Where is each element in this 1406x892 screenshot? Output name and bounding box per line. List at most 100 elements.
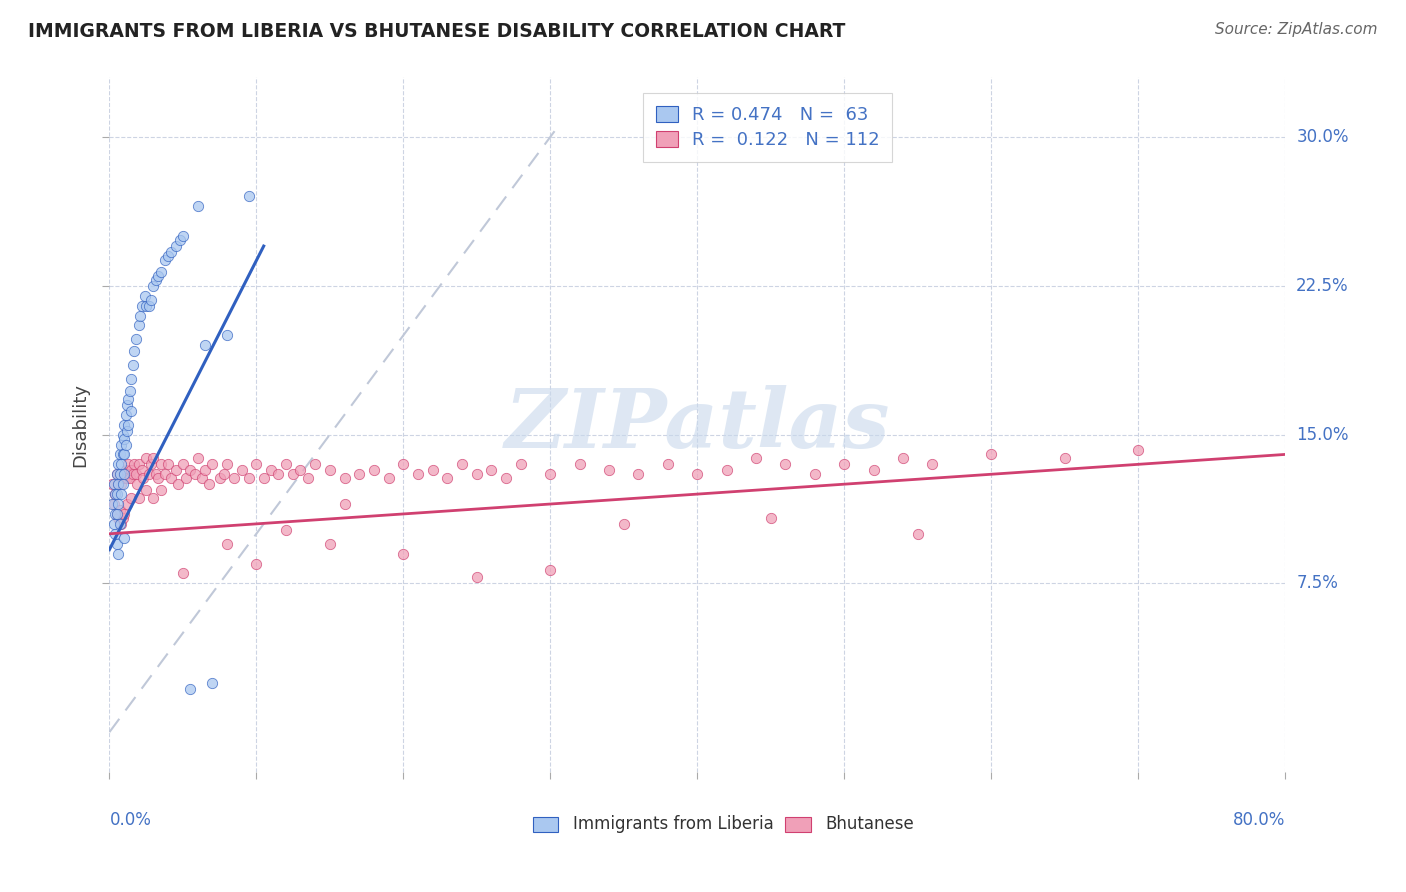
Point [436, 471, 458, 485]
Point [115, 424, 138, 438]
Point [406, 467, 429, 482]
Point [157, 249, 180, 263]
Point [155, 252, 177, 267]
Point [111, 511, 134, 525]
Point [115, 471, 138, 485]
Point [319, 537, 342, 551]
Point [267, 467, 290, 482]
Point [112, 417, 135, 432]
Point [215, 537, 238, 551]
Point [333, 497, 356, 511]
Point [112, 467, 135, 482]
Point [745, 451, 768, 466]
Point [538, 562, 561, 576]
Point [804, 467, 827, 482]
Point [716, 463, 738, 477]
Point [110, 477, 132, 491]
Point [172, 566, 194, 581]
Point [215, 458, 238, 472]
Point [128, 318, 150, 333]
Point [125, 332, 148, 346]
Point [135, 483, 157, 497]
Point [117, 392, 139, 406]
Point [115, 497, 138, 511]
Point [377, 471, 399, 485]
Point [111, 427, 134, 442]
Legend: R = 0.474   N =  63, R =  0.122   N = 112: R = 0.474 N = 63, R = 0.122 N = 112 [644, 94, 893, 161]
Point [101, 497, 124, 511]
Point [363, 463, 385, 477]
Point [657, 458, 679, 472]
Point [112, 531, 135, 545]
Point [107, 511, 129, 525]
Point [832, 458, 855, 472]
Point [108, 467, 131, 482]
Point [290, 463, 312, 477]
Point [128, 458, 150, 472]
Point [274, 523, 297, 537]
Point [333, 471, 356, 485]
Point [627, 467, 650, 482]
Point [104, 487, 127, 501]
Point [686, 467, 709, 482]
Point [103, 477, 125, 491]
Point [120, 404, 142, 418]
Point [165, 239, 187, 253]
Point [392, 458, 415, 472]
Point [145, 467, 167, 482]
Point [304, 458, 326, 472]
Point [1053, 451, 1076, 466]
Point [104, 487, 127, 501]
Point [105, 487, 128, 501]
Text: ZIPatlas: ZIPatlas [505, 384, 890, 465]
Point [134, 288, 156, 302]
Point [172, 458, 194, 472]
Point [111, 467, 134, 482]
Point [194, 463, 217, 477]
Point [509, 458, 531, 472]
Point [422, 463, 444, 477]
Point [107, 477, 129, 491]
Point [281, 467, 304, 482]
Point [146, 471, 169, 485]
Point [167, 477, 190, 491]
Point [451, 458, 474, 472]
Point [110, 437, 132, 451]
Point [149, 458, 172, 472]
Point [138, 467, 160, 482]
FancyBboxPatch shape [786, 817, 811, 832]
Point [138, 299, 160, 313]
Point [253, 471, 276, 485]
Point [142, 451, 165, 466]
Point [107, 458, 129, 472]
Point [169, 233, 191, 247]
Point [105, 467, 128, 482]
Point [103, 497, 125, 511]
Point [131, 299, 153, 313]
Point [191, 471, 214, 485]
Point [114, 437, 136, 451]
Text: 7.5%: 7.5% [1296, 574, 1339, 592]
Point [132, 471, 155, 485]
Point [108, 467, 131, 482]
Point [1126, 443, 1149, 458]
Point [122, 358, 145, 372]
Point [907, 526, 929, 541]
Point [135, 451, 157, 466]
Point [131, 463, 153, 477]
Point [142, 278, 165, 293]
Text: 22.5%: 22.5% [1296, 277, 1348, 294]
Point [108, 503, 131, 517]
Point [980, 447, 1002, 461]
Point [139, 293, 162, 307]
Point [107, 547, 129, 561]
Point [104, 526, 127, 541]
Point [224, 471, 246, 485]
Point [775, 458, 797, 472]
Point [101, 477, 124, 491]
Point [157, 458, 180, 472]
Point [120, 372, 142, 386]
Point [179, 681, 201, 696]
Point [104, 507, 127, 521]
Point [208, 471, 231, 485]
